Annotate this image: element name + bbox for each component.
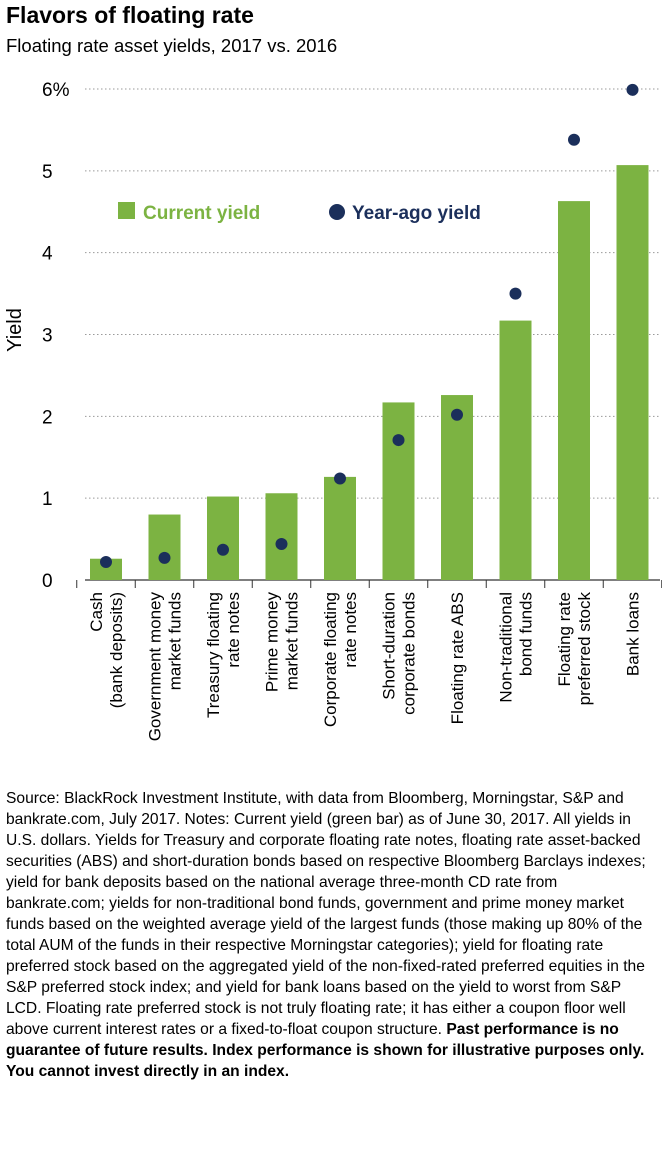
x-category-label-line: Treasury floating [204,592,223,718]
legend-label-year-ago-yield: Year-ago yield [352,203,481,224]
bar-current-yield [616,165,649,581]
dot-year-ago-yield [568,133,580,146]
source-note: Source: BlackRock Investment Institute, … [6,788,658,1082]
x-category-label-line: bond funds [517,592,536,676]
x-category-label-line: rate notes [224,592,243,668]
x-category-label-line: Floating rate ABS [448,592,467,724]
bar-current-yield [207,496,239,580]
legend-marker-year-ago-yield [329,204,345,220]
x-category-label: Non-traditionalbond funds [497,592,536,703]
y-tick-label: 2 [42,407,53,428]
dot-year-ago-yield [217,543,229,556]
x-category-label-line: rate notes [341,592,360,668]
x-category-label-line: Short-duration [380,592,399,700]
bar-current-yield [324,476,356,580]
x-category-label-line: Floating rate [555,592,574,687]
x-category-label-line: Corporate floating [321,592,340,727]
chart-subtitle: Floating rate asset yields, 2017 vs. 201… [6,35,338,56]
source-note-text: Source: BlackRock Investment Institute, … [6,790,646,1038]
dot-year-ago-yield [275,537,288,550]
x-category-label: Floating rate ABS [448,592,467,724]
floating-rate-yield-chart: 0 1 2 3 4 5 6% Yield Cash(bank deposits) Governme… [4,80,662,742]
y-tick-label: 0 [42,571,53,592]
x-category-label: Cash(bank deposits) [87,592,126,708]
x-category-label-line: Non-traditional [497,592,516,703]
x-category-label: Floating ratepreferred stock [555,592,594,706]
x-category-label-line: Prime money [263,592,282,693]
legend-label-current-yield: Current yield [143,203,260,224]
x-category-label: Bank loans [624,592,643,676]
x-category-label-line: Government money [146,592,165,742]
bar-current-yield [499,320,532,580]
x-category-label: Treasury floatingrate notes [204,592,243,718]
dot-year-ago-yield [451,408,463,421]
bar-current-yield [265,493,298,580]
y-tick-label: 1 [42,489,53,510]
bar-current-yield [558,201,590,580]
dot-year-ago-yield [334,472,346,485]
y-tick-label: 6% [42,80,70,101]
y-axis-title: Yield [4,308,26,352]
y-tick-label: 3 [42,326,53,347]
dot-year-ago-yield [158,551,171,564]
dot-year-ago-yield [100,555,112,568]
dot-year-ago-yield [626,83,639,96]
disclaimer-text: Past performance is no guarantee of futu… [6,1021,645,1080]
legend-swatch-current-yield [118,202,135,219]
y-tick-label: 4 [42,244,53,265]
y-tick-label: 5 [42,162,53,183]
bar-current-yield [148,514,181,580]
x-category-label: Prime moneymarket funds [263,592,302,693]
x-category-label-line: Bank loans [624,592,643,676]
bar-current-yield [441,395,473,580]
x-category-label-line: corporate bonds [400,592,419,715]
x-category-label-line: Cash [87,592,106,632]
dot-year-ago-yield [509,287,522,300]
dot-year-ago-yield [392,434,405,447]
bar-current-yield [382,402,415,580]
x-category-label-line: preferred stock [575,592,594,706]
x-category-label: Government moneymarket funds [146,592,185,742]
chart-title: Flavors of floating rate [6,2,254,28]
x-category-label-line: market funds [283,592,302,690]
x-category-label-line: (bank deposits) [107,592,126,708]
x-category-label: Corporate floatingrate notes [321,592,360,727]
x-category-label-line: market funds [166,592,185,690]
x-category-label: Short-durationcorporate bonds [380,592,419,715]
bar-current-yield [90,558,122,580]
